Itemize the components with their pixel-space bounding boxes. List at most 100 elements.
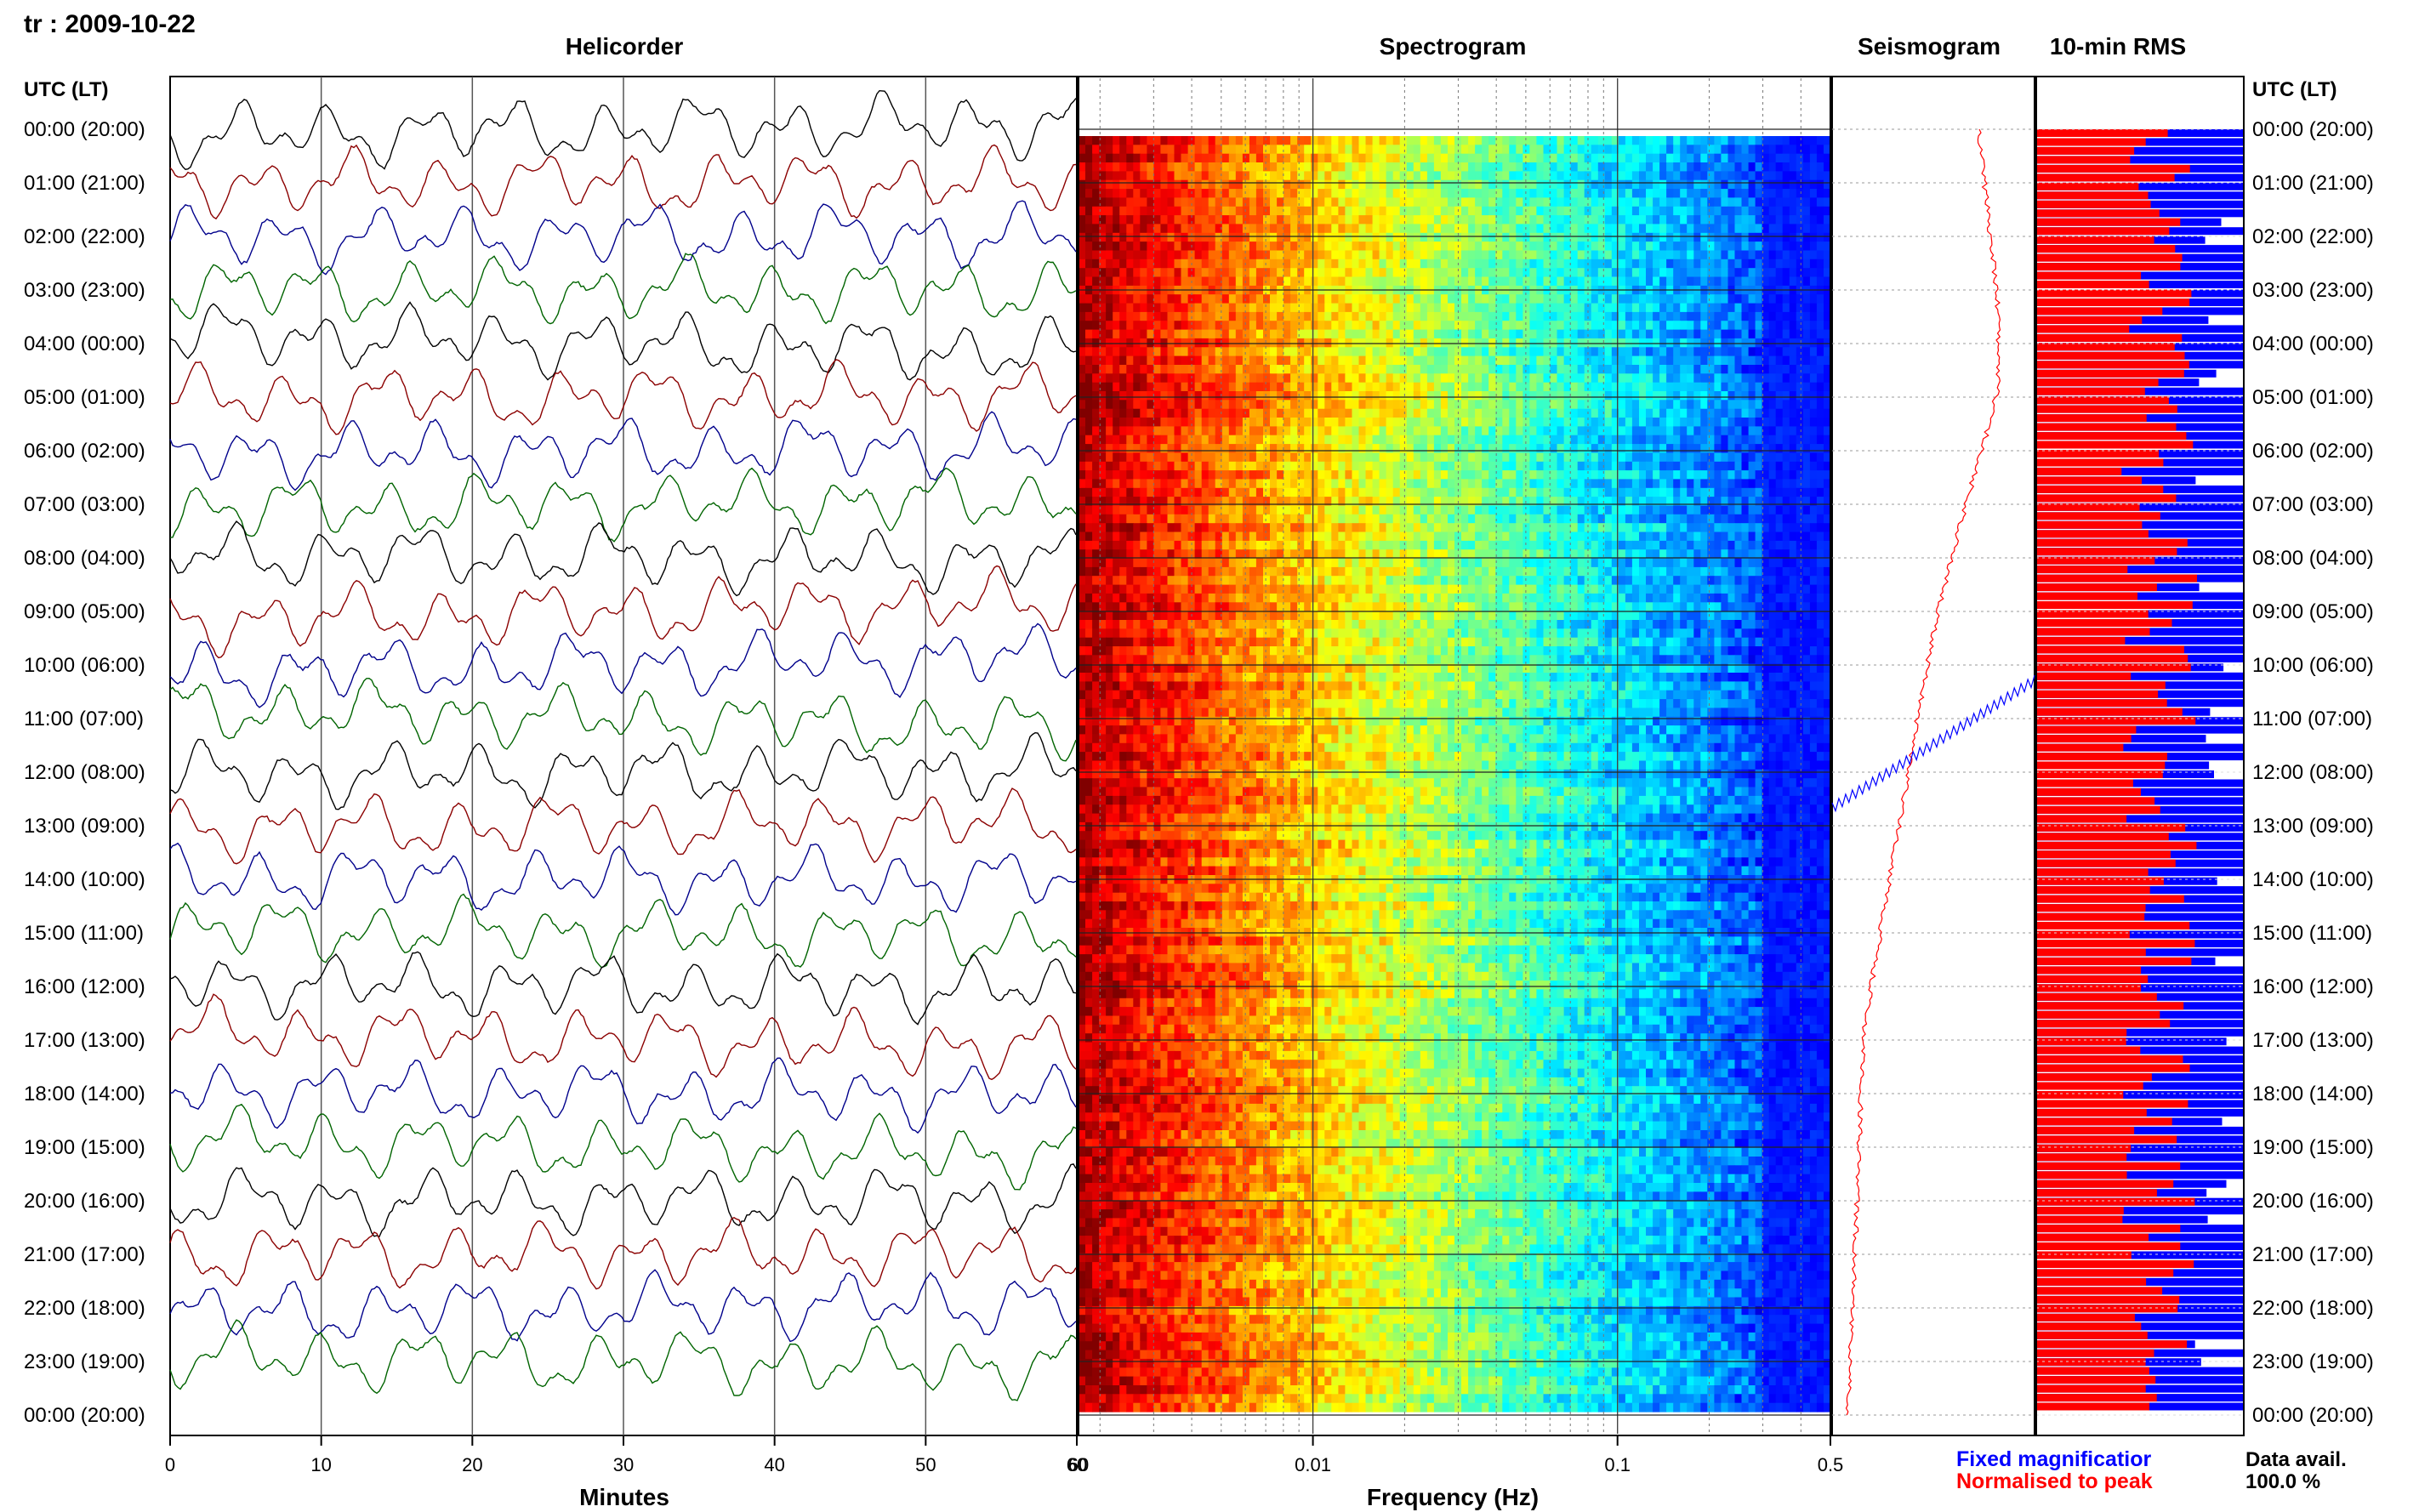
spectrogram-cell <box>1345 162 1352 172</box>
spectrogram-cell <box>1563 136 1572 145</box>
spectrogram-cell <box>1140 136 1147 145</box>
spectrogram-cell <box>1591 136 1599 145</box>
spectrogram-cell <box>1153 179 1161 190</box>
spectrogram-cell <box>1119 338 1127 348</box>
spectrogram-cell <box>1440 206 1449 216</box>
spectrogram-cell <box>1126 206 1134 216</box>
spectrogram-cell <box>1160 444 1168 453</box>
spectrogram-cell <box>1255 505 1264 515</box>
spectrogram-cell <box>1147 426 1154 436</box>
spectrogram-cell <box>1379 470 1387 480</box>
spectrogram-cell <box>1167 418 1175 427</box>
spectrogram-cell <box>1092 514 1100 524</box>
spectrogram-cell <box>1448 452 1455 463</box>
spectrogram-cell <box>1358 523 1367 533</box>
time-label-right: 17:00 (13:00) <box>2252 1029 2374 1052</box>
spectrogram-cell <box>1461 171 1469 181</box>
spectrogram-cell <box>1079 189 1086 198</box>
spectrogram-cell <box>1673 505 1681 515</box>
spectrogram-cell <box>1755 373 1763 384</box>
spectrogram-cell <box>1290 276 1298 287</box>
spectrogram-cell <box>1461 408 1469 418</box>
spectrogram-cell <box>1802 444 1811 453</box>
spectrogram-cell <box>1523 391 1530 401</box>
spectrogram-cell <box>1290 162 1298 172</box>
spectrogram-cell <box>1448 259 1455 269</box>
spectrogram-cell <box>1215 153 1223 163</box>
spectrogram-cell <box>1748 145 1756 155</box>
spectrogram-cell <box>1475 355 1483 366</box>
spectrogram-cell <box>1597 470 1606 480</box>
spectrogram-cell <box>1406 153 1414 163</box>
spectrogram-cell <box>1358 145 1367 155</box>
spectrogram-cell <box>1673 461 1681 471</box>
spectrogram-cell <box>1153 365 1161 374</box>
spectrogram-cell <box>1126 444 1134 453</box>
spectrogram-cell <box>1461 470 1469 480</box>
spectrogram-cell <box>1277 224 1284 234</box>
spectrogram-cell <box>1591 268 1599 278</box>
spectrogram-cell <box>1631 497 1640 506</box>
spectrogram-cell <box>1386 418 1394 427</box>
spectrogram-cell <box>1255 162 1264 172</box>
spectrogram-cell <box>1734 136 1743 145</box>
spectrogram-cell <box>1358 452 1367 463</box>
spectrogram-cell <box>1406 224 1414 234</box>
spectrogram-cell <box>1386 321 1394 331</box>
spectrogram-cell <box>1283 242 1291 251</box>
spectrogram-cell <box>1304 497 1312 506</box>
spectrogram-cell <box>1365 136 1374 145</box>
spectrogram-cell <box>1392 145 1401 155</box>
spectrogram-cell <box>1748 461 1756 471</box>
spectrogram-cell <box>1502 276 1510 287</box>
spectrogram-cell <box>1782 355 1790 366</box>
spectrogram-cell <box>1687 373 1694 384</box>
spectrogram-cell <box>1482 311 1489 321</box>
spectrogram-cell <box>1789 479 1797 489</box>
spectrogram-cell <box>1768 232 1777 242</box>
spectrogram-cell <box>1318 523 1325 533</box>
spectrogram-cell <box>1741 171 1750 181</box>
spectrogram-cell <box>1802 408 1811 418</box>
spectrogram-cell <box>1331 338 1339 348</box>
spectrogram-cell <box>1570 294 1579 304</box>
spectrogram-cell <box>1816 461 1824 471</box>
spectrogram-cell <box>1338 391 1346 401</box>
spectrogram-cell <box>1597 294 1606 304</box>
spectrogram-cell <box>1358 153 1367 163</box>
spectrogram-cell <box>1297 461 1305 471</box>
spectrogram-cell <box>1379 418 1387 427</box>
spectrogram-cell <box>1577 444 1585 453</box>
spectrogram-cell <box>1666 171 1674 181</box>
spectrogram-cell <box>1468 171 1476 181</box>
spectrogram-cell <box>1324 418 1332 427</box>
spectrogram-cell <box>1673 470 1681 480</box>
spectrogram-cell <box>1721 418 1728 427</box>
spectrogram-cell <box>1475 514 1483 524</box>
spectrogram-cell <box>1079 294 1086 304</box>
spectrogram-cell <box>1406 294 1414 304</box>
spectrogram-cell <box>1187 435 1196 445</box>
spectrogram-cell <box>1413 347 1421 357</box>
spectrogram-cell <box>1625 162 1633 172</box>
spectrogram-cell <box>1584 215 1592 225</box>
spectrogram-cell <box>1318 444 1325 453</box>
spectrogram-cell <box>1475 294 1483 304</box>
spectrogram-cell <box>1618 391 1626 401</box>
spectrogram-cell <box>1153 400 1161 410</box>
spectrogram-cell <box>1119 294 1127 304</box>
spectrogram-cell <box>1570 136 1579 145</box>
spectrogram-cell <box>1201 276 1210 287</box>
spectrogram-cell <box>1345 250 1352 260</box>
spectrogram-cell <box>1290 232 1298 242</box>
spectrogram-cell <box>1495 461 1503 471</box>
spectrogram-cell <box>1208 329 1216 339</box>
spectrogram-cell <box>1235 232 1244 242</box>
spectrogram-cell <box>1734 153 1743 163</box>
spectrogram-cell <box>1413 232 1421 242</box>
spectrogram-cell <box>1270 347 1278 357</box>
spectrogram-cell <box>1079 373 1086 384</box>
spectrogram-cell <box>1482 232 1489 242</box>
spectrogram-cell <box>1283 505 1291 515</box>
spectrogram-cell <box>1386 294 1394 304</box>
